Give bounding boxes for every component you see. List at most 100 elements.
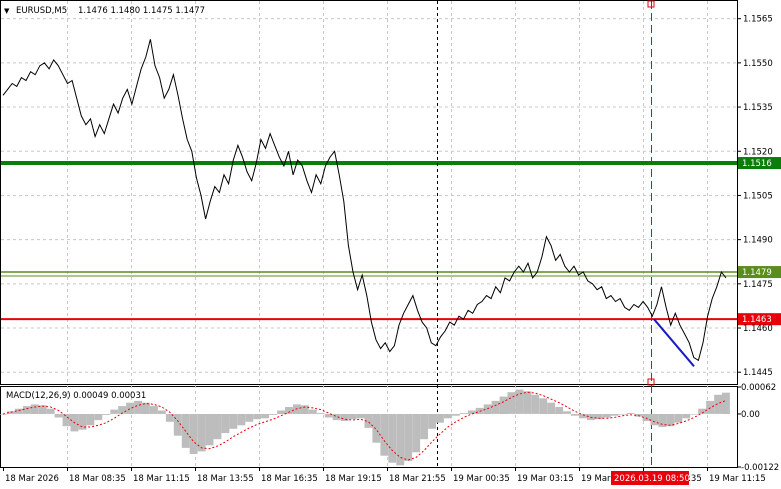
macd-histogram-bar xyxy=(308,409,317,414)
macd-histogram-bar xyxy=(571,414,579,416)
level-price-label: 1.1479 xyxy=(742,268,772,278)
trend-segment[interactable] xyxy=(653,318,695,367)
macd-label: MACD(12,26,9) 0.00049 0.00031 xyxy=(6,391,146,401)
macd-histogram-bar xyxy=(110,409,119,414)
macd-indicator xyxy=(0,389,730,466)
macd-histogram-bar xyxy=(332,414,341,421)
macd-histogram-bar xyxy=(555,407,564,414)
macd-histogram-bar xyxy=(356,414,365,419)
macd-histogram-bar xyxy=(165,414,174,422)
macd-histogram-bar xyxy=(396,414,405,466)
time-tick-label: 19 Mar 11:15 xyxy=(709,474,766,484)
time-tick-label: 18 Mar 13:55 xyxy=(197,474,254,484)
price-tick-label: 1.1505 xyxy=(743,191,773,201)
symbol-label: EURUSD,M5 xyxy=(16,6,67,16)
level-price-tag xyxy=(738,266,781,279)
macd-histogram-bar xyxy=(666,414,675,427)
macd-histogram-bar xyxy=(173,414,182,436)
macd-histogram-bar xyxy=(189,414,198,454)
macd-tick-label: 0.00062 xyxy=(741,383,776,393)
macd-tick-label: -0.00122 xyxy=(741,463,779,473)
macd-histogram-bar xyxy=(412,414,421,453)
macd-histogram-bar xyxy=(261,414,270,419)
macd-axis: 0.00062 0.00 -0.00122 xyxy=(737,383,779,473)
macd-histogram-bar xyxy=(14,408,23,414)
macd-histogram-bar xyxy=(205,414,214,446)
menu-dropdown-icon[interactable]: ▼ xyxy=(4,7,10,15)
macd-histogram-bar xyxy=(404,414,413,461)
macd-histogram-bar xyxy=(300,405,309,414)
time-tick-label: 19 Mar 03:15 xyxy=(517,474,574,484)
time-tick-label: 18 Mar 08:35 xyxy=(69,474,126,484)
time-cursor-handle-top[interactable] xyxy=(647,0,655,8)
macd-histogram-bar xyxy=(197,414,206,452)
macd-histogram-bar xyxy=(285,407,293,414)
macd-histogram-bar xyxy=(674,414,683,423)
macd-histogram-bar xyxy=(388,414,397,463)
trend-line[interactable] xyxy=(653,318,695,367)
macd-histogram-bar xyxy=(94,414,103,421)
macd-histogram-bar xyxy=(213,414,222,440)
time-tick-label: 18 Mar 21:55 xyxy=(389,474,446,484)
ohlc-values: 1.1476 1.1480 1.1475 1.1477 xyxy=(78,6,205,16)
level-price-tag xyxy=(738,313,781,326)
price-tick-label: 1.1475 xyxy=(743,280,773,290)
macd-histogram-bar xyxy=(594,414,603,420)
macd-histogram-bar xyxy=(62,414,71,427)
macd-histogram-bar xyxy=(126,402,134,414)
macd-histogram-bar xyxy=(563,411,571,414)
macd-histogram-bar xyxy=(507,392,516,414)
horizontal-levels[interactable]: 1.1516 1.1479 1.1463 xyxy=(1,157,781,326)
macd-tick-label: 0.00 xyxy=(741,410,760,420)
macd-histogram-bar xyxy=(602,414,611,418)
level-price-label: 1.1516 xyxy=(742,159,772,169)
macd-histogram-bar xyxy=(690,414,699,415)
macd-histogram-bar xyxy=(118,406,127,414)
macd-histogram-bar xyxy=(547,402,556,414)
svg-text:2026.03.19 08:50: 2026.03.19 08:50 xyxy=(614,474,690,484)
price-axis: 1.1565 1.1550 1.1535 1.1520 1.1505 1.1490 1.14… xyxy=(737,15,773,378)
price-tick-label: 1.1445 xyxy=(743,368,773,378)
macd-histogram-bar xyxy=(420,414,428,440)
macd-histogram-bar xyxy=(626,413,635,414)
macd-histogram-bar xyxy=(324,414,333,418)
macd-histogram-bar xyxy=(531,394,540,414)
level-price-label: 1.1463 xyxy=(742,315,772,325)
time-cursor-label: 2026.03.19 08:50 xyxy=(611,471,690,485)
macd-histogram-bar xyxy=(451,414,460,416)
macd-histogram-bar xyxy=(650,414,659,426)
macd-histogram-bar xyxy=(253,414,262,420)
macd-histogram-bar xyxy=(380,414,389,456)
grid xyxy=(1,1,737,467)
macd-histogram-bar xyxy=(579,414,587,419)
macd-histogram-bar xyxy=(618,414,627,415)
macd-histogram-bar xyxy=(523,391,532,414)
macd-histogram-bar xyxy=(491,400,500,414)
time-cursor-handle-bottom[interactable] xyxy=(647,378,655,386)
price-tick-label: 1.1565 xyxy=(743,15,773,25)
macd-histogram-bar xyxy=(102,414,111,415)
macd-histogram-bar xyxy=(134,400,142,414)
time-tick-label: 18 Mar 11:15 xyxy=(133,474,190,484)
macd-histogram-bar xyxy=(467,410,476,414)
macd-pane-frame xyxy=(0,386,738,468)
macd-histogram-bar xyxy=(54,414,63,418)
macd-histogram-bar xyxy=(78,414,87,430)
macd-histogram-bar xyxy=(277,410,285,414)
price-tick-label: 1.1550 xyxy=(743,59,773,69)
price-tick-label: 1.1520 xyxy=(743,147,773,157)
price-line xyxy=(2,39,727,362)
macd-histogram-bar xyxy=(364,414,373,428)
macd-histogram-bar xyxy=(698,408,707,414)
macd-histogram-bar xyxy=(150,406,158,414)
macd-histogram-bar xyxy=(642,414,651,421)
price-tick-label: 1.1460 xyxy=(743,324,773,334)
macd-histogram-bar xyxy=(269,414,278,415)
macd-histogram-bar xyxy=(316,413,325,414)
macd-histogram-bar xyxy=(22,406,31,414)
macd-histogram-bar xyxy=(436,414,444,423)
macd-histogram-bar xyxy=(142,402,150,414)
level-price-tag xyxy=(738,157,781,170)
time-tick-label: 19 Mar 00:35 xyxy=(453,474,510,484)
